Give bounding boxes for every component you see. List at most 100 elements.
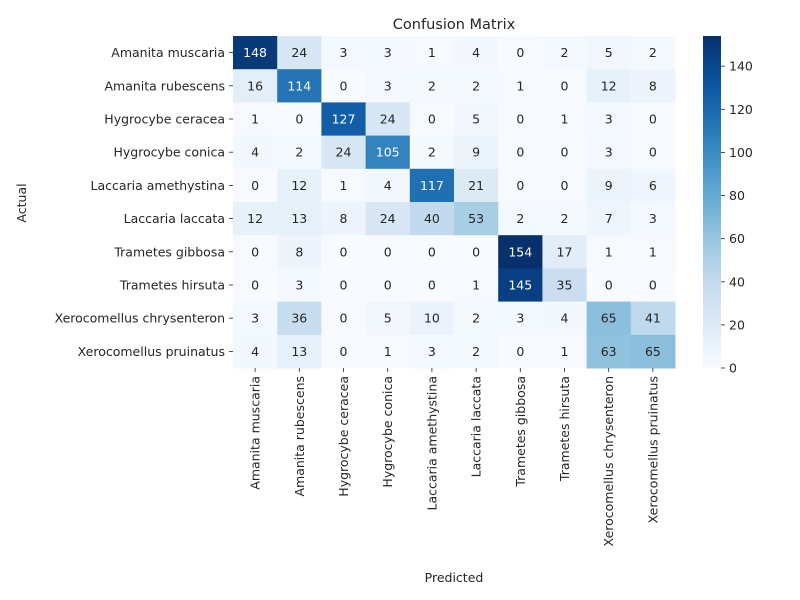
heatmap-cell [233,235,278,269]
heatmap-cell [498,102,543,137]
cell-value-label: 24 [291,45,307,60]
heatmap-cell [233,135,278,170]
heatmap-cell [542,102,588,137]
cell-value-label: 3 [384,45,392,60]
heatmap-cell-labels: 148 24 3 3 1 4 0 2 5 216 114 0 3 2 2 1 0 12 81 0 127 24 0 5 0 1 3 0… [243,45,661,359]
x-tick-label: Amanita muscaria [248,376,263,490]
cell-value-label: 1 [340,178,348,193]
cell-value-label: 40 [424,211,440,226]
cell-value-label: 8 [649,78,657,93]
cell-value-label: 2 [295,145,303,160]
cell-value-label: 0 [251,278,259,293]
heatmap-cell [365,102,411,137]
cell-value-label: 1 [649,244,657,259]
x-tick-label: Trametes gibbosa [513,376,528,488]
cell-value-label: 3 [516,311,524,326]
x-tick-label: Laccaria amethystina [424,376,439,511]
cell-value-label: 2 [428,145,436,160]
heatmap-cell [409,235,455,269]
cell-value-label: 0 [561,178,569,193]
cell-value-label: 0 [516,344,524,359]
heatmap-cell [365,268,411,303]
heatmap-cell [630,168,676,203]
heatmap-cell [542,268,588,303]
cell-value-label: 2 [472,344,480,359]
cell-value-label: 0 [340,78,348,93]
heatmap-cell [277,168,322,203]
heatmap-cell [630,235,676,269]
chart-title: Confusion Matrix [393,17,516,33]
heatmap-cell [321,301,367,336]
heatmap-cell [630,36,676,70]
cell-value-label: 0 [516,112,524,127]
heatmap-cell [586,334,632,369]
cell-value-label: 35 [557,278,573,293]
heatmap-cell [498,202,543,236]
cell-value-label: 148 [243,45,267,60]
cell-value-label: 3 [428,344,436,359]
heatmap-cell [277,334,322,369]
heatmap-cell [277,301,322,336]
heatmap-cell [277,102,322,137]
heatmap-cell [321,168,367,203]
cell-value-label: 0 [340,244,348,259]
heatmap-cell [498,334,543,369]
colorbar-tick-label: 0 [729,361,737,376]
heatmap-cell [498,235,543,269]
cell-value-label: 2 [428,78,436,93]
heatmap-cell [542,202,588,236]
cell-value-label: 2 [516,211,524,226]
heatmap-cell [586,102,632,137]
heatmap-cell [630,334,676,369]
cell-value-label: 12 [291,178,307,193]
cell-value-label: 8 [340,211,348,226]
heatmap-cell [454,334,499,369]
x-axis-label: Predicted [425,570,484,585]
heatmap-cell [586,235,632,269]
heatmap-cell [454,235,499,269]
cell-value-label: 0 [295,112,303,127]
x-tick-label: Amanita rubescens [292,376,307,497]
heatmap-cell [454,168,499,203]
heatmap-cell [498,268,543,303]
cell-value-label: 114 [287,78,311,93]
cell-value-label: 0 [561,78,569,93]
cell-value-label: 0 [605,278,613,293]
cell-value-label: 0 [428,278,436,293]
heatmap-cell [454,69,499,103]
cell-value-label: 4 [251,344,259,359]
cell-value-label: 2 [472,78,480,93]
heatmap-cell [409,135,455,170]
cell-value-label: 0 [472,244,480,259]
colorbar-tick-label: 40 [729,274,745,289]
cell-value-label: 24 [336,145,352,160]
cell-value-label: 41 [645,311,661,326]
y-tick-label: Laccaria amethystina [91,178,226,193]
heatmap-cell [409,301,455,336]
cell-value-label: 24 [380,112,396,127]
heatmap-cell [498,168,543,203]
heatmap-cell [321,69,367,103]
x-tick-label: Laccaria laccata [469,376,484,477]
cell-value-label: 5 [384,311,392,326]
heatmap-cell [586,202,632,236]
cell-value-label: 0 [516,45,524,60]
cell-value-label: 4 [561,311,569,326]
heatmap-cell [233,334,278,369]
x-tick-label: Xerocomellus chrysenteron [601,376,616,546]
heatmap-cell [233,36,278,70]
cell-value-label: 4 [472,45,480,60]
cell-value-label: 8 [295,244,303,259]
cell-value-label: 1 [605,244,613,259]
cell-value-label: 5 [472,112,480,127]
y-tick-label: Amanita muscaria [111,45,225,60]
heatmap-cell [365,334,411,369]
colorbar-tick-label: 120 [729,102,753,117]
cell-value-label: 2 [649,45,657,60]
heatmap-cell [630,135,676,170]
cell-value-label: 0 [384,244,392,259]
cell-value-label: 0 [561,145,569,160]
cell-value-label: 145 [508,278,532,293]
heatmap-cell [409,334,455,369]
cell-value-label: 65 [601,311,617,326]
